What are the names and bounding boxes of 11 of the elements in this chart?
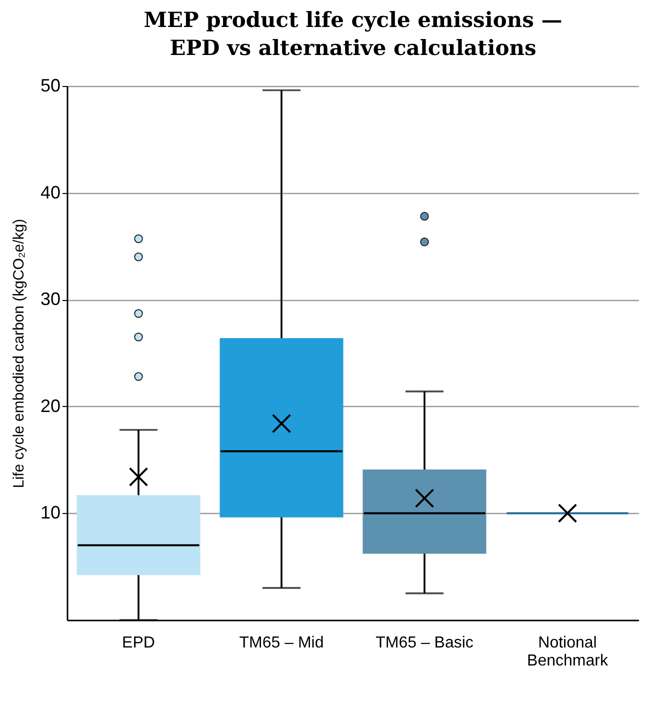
y-tick-label: 40: [40, 182, 60, 202]
y-tick-label: 20: [40, 396, 60, 416]
y-tick-label: 30: [40, 289, 60, 310]
x-tick-label: EPD: [122, 634, 155, 652]
y-axis-title: Life cycle embodied carbon (kgCO₂e/kg): [10, 218, 28, 488]
y-tick-label: 50: [40, 76, 60, 96]
x-tick-label: Notional Benchmark: [527, 634, 609, 670]
y-tick-label: 10: [40, 502, 60, 523]
x-tick-label: TM65 – Mid: [239, 634, 324, 652]
x-tick-label: TM65 – Basic: [376, 634, 474, 652]
chart-title: MEP product life cycle emissions — EPD vs alternative calculations: [144, 7, 562, 60]
